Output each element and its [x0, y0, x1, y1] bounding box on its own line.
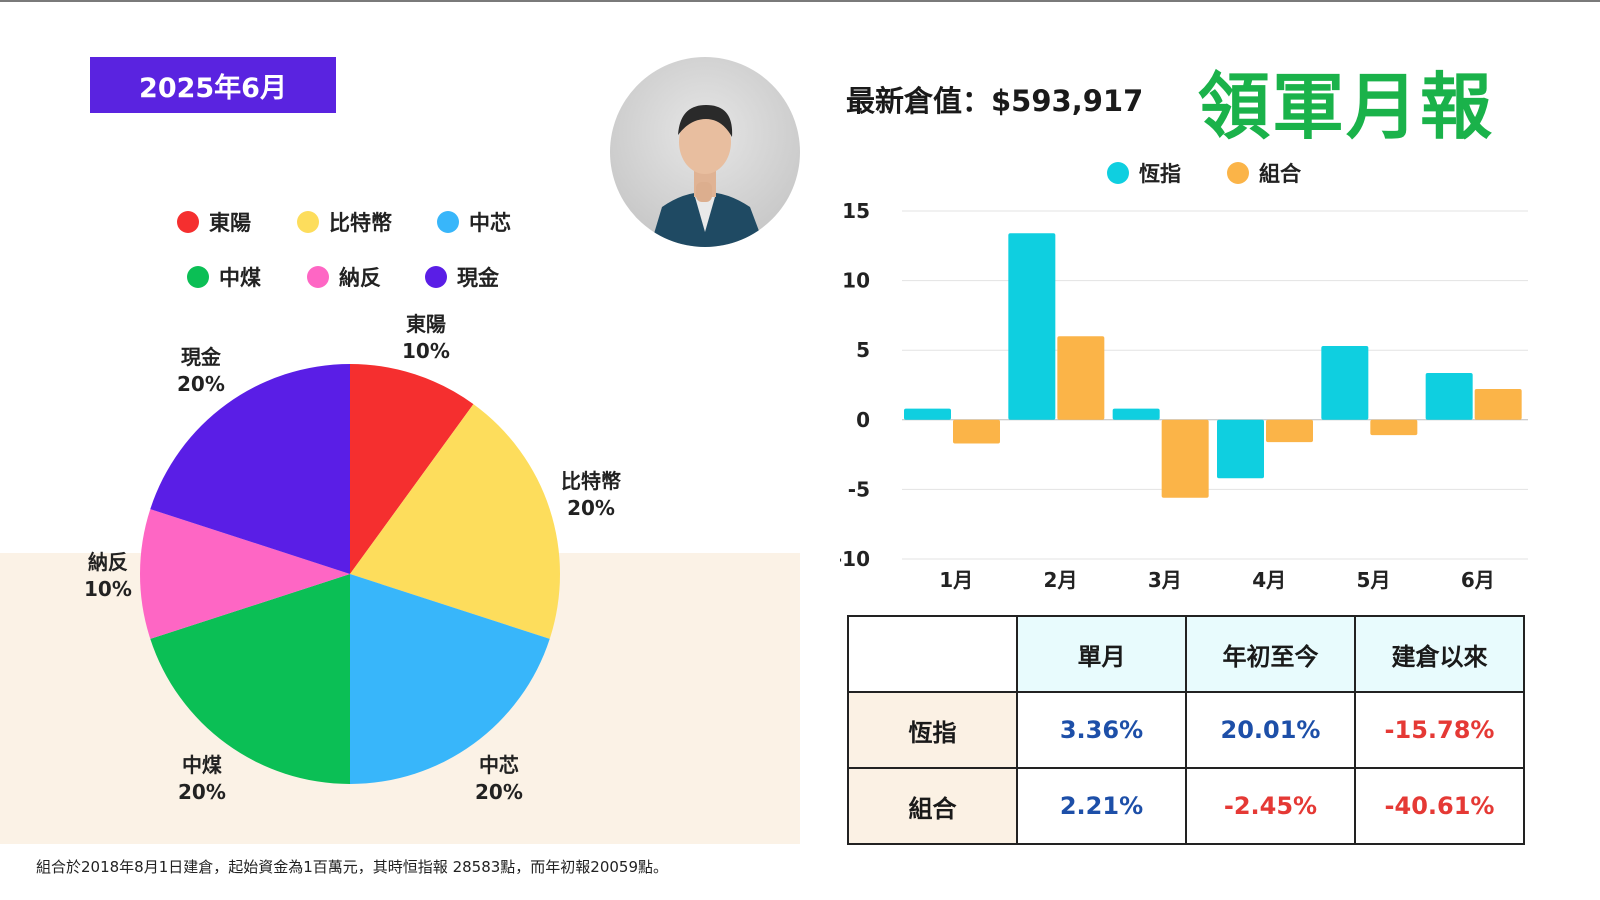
legend-label: 東陽 — [209, 211, 251, 235]
legend-label: 現金 — [457, 266, 499, 290]
pie-legend-item: 中芯 — [437, 207, 511, 237]
pie-slice — [140, 509, 350, 639]
bar-portfolio — [1370, 419, 1418, 436]
table-cell: -2.45% — [1185, 767, 1356, 845]
footnote: 組合於2018年8月1日建倉，起始資金為1百萬元，其時恒指報 28583點，而年… — [36, 858, 669, 876]
table-cell: 2.21% — [1016, 767, 1187, 845]
legend-swatch — [307, 266, 329, 288]
legend-swatch — [187, 266, 209, 288]
x-tick-label: 4月 — [1252, 568, 1286, 592]
legend-label: 中芯 — [469, 211, 511, 235]
legend-label: 組合 — [1259, 162, 1301, 186]
pie-legend-item: 比特幣 — [297, 207, 392, 237]
bar-hsi — [1425, 373, 1473, 420]
pie-legend-item: 中煤 — [187, 262, 261, 292]
table-header: 建倉以來 — [1354, 615, 1525, 693]
legend-swatch — [425, 266, 447, 288]
table-cell: 3.36% — [1016, 691, 1187, 769]
bar-hsi — [1217, 419, 1264, 479]
pie-label-nasdaq-inverse: 納反 10% — [84, 550, 132, 601]
bar-portfolio — [1266, 419, 1313, 443]
table-row-label: 組合 — [847, 767, 1018, 845]
bar-portfolio — [953, 419, 1000, 444]
pie-label-dongyang: 東陽 10% — [402, 312, 450, 363]
legend-swatch — [177, 211, 199, 233]
pie-label-cash: 現金 20% — [177, 345, 225, 396]
bar-legend-item: 組合 — [1227, 158, 1301, 188]
table-corner — [847, 615, 1018, 693]
legend-swatch — [297, 211, 319, 233]
pie-slice — [350, 574, 550, 784]
monthly-returns-bar-chart: 15 10 5 0 -5 -10 1月 2月 3月 4月 5月 6月 — [840, 199, 1528, 592]
table-header: 年初至今 — [1185, 615, 1356, 693]
pie-legend-item: 東陽 — [177, 207, 251, 237]
table-row-label: 恆指 — [847, 691, 1018, 769]
bar-portfolio — [1057, 336, 1105, 420]
pie-legend-item: 納反 — [307, 262, 381, 292]
table-cell: -40.61% — [1354, 767, 1525, 845]
table-row: 恆指 3.36% 20.01% -15.78% — [847, 691, 1525, 769]
bar-portfolio — [1161, 419, 1209, 498]
x-tick-label: 1月 — [939, 568, 973, 592]
allocation-pie-chart — [140, 364, 560, 784]
table-header: 單月 — [1016, 615, 1187, 693]
y-tick-label: 5 — [856, 338, 870, 362]
x-tick-label: 2月 — [1044, 568, 1078, 592]
pie-slice — [350, 404, 560, 639]
y-tick-label: 10 — [842, 269, 870, 293]
pie-label-smic: 中芯 20% — [475, 753, 523, 804]
bar-hsi — [1112, 408, 1160, 420]
bar-legend-item: 恆指 — [1107, 158, 1181, 188]
y-tick-label: 0 — [856, 408, 870, 432]
bar-hsi — [1321, 346, 1369, 420]
top-border — [0, 0, 1600, 2]
y-tick-label: -5 — [848, 477, 870, 501]
legend-swatch — [437, 211, 459, 233]
x-tick-label: 5月 — [1357, 568, 1391, 592]
legend-label: 比特幣 — [329, 211, 392, 235]
pie-label-bitcoin: 比特幣 20% — [561, 469, 621, 520]
bar-hsi — [904, 408, 951, 420]
avatar — [610, 57, 800, 247]
legend-label: 恆指 — [1139, 162, 1181, 186]
pie-slice — [150, 574, 350, 784]
pie-legend-item: 現金 — [425, 262, 499, 292]
legend-swatch — [1107, 162, 1129, 184]
y-tick-label: 15 — [842, 199, 870, 223]
pie-slice — [150, 364, 350, 574]
pie-label-china-coal: 中煤 20% — [178, 753, 226, 804]
date-badge: 2025年6月 — [90, 57, 336, 113]
table-header-row: 單月 年初至今 建倉以來 — [847, 615, 1525, 693]
x-tick-label: 6月 — [1461, 568, 1495, 592]
table-cell: -15.78% — [1354, 691, 1525, 769]
portrait-illustration — [650, 105, 765, 247]
table-cell: 20.01% — [1185, 691, 1356, 769]
legend-label: 納反 — [339, 266, 381, 290]
table-row: 組合 2.21% -2.45% -40.61% — [847, 767, 1525, 845]
x-tick-label: 3月 — [1148, 568, 1182, 592]
latest-portfolio-value: 最新倉值：$593,917 — [846, 84, 1144, 118]
y-tick-label: -10 — [840, 547, 870, 571]
pie-slice — [350, 364, 474, 574]
bar-hsi — [1008, 233, 1056, 420]
performance-table: 單月 年初至今 建倉以來 恆指 3.36% 20.01% -15.78% 組合 … — [847, 615, 1525, 845]
bar-portfolio — [1474, 389, 1522, 420]
report-title: 領軍月報 — [1198, 65, 1495, 149]
legend-label: 中煤 — [219, 266, 261, 290]
legend-swatch — [1227, 162, 1249, 184]
